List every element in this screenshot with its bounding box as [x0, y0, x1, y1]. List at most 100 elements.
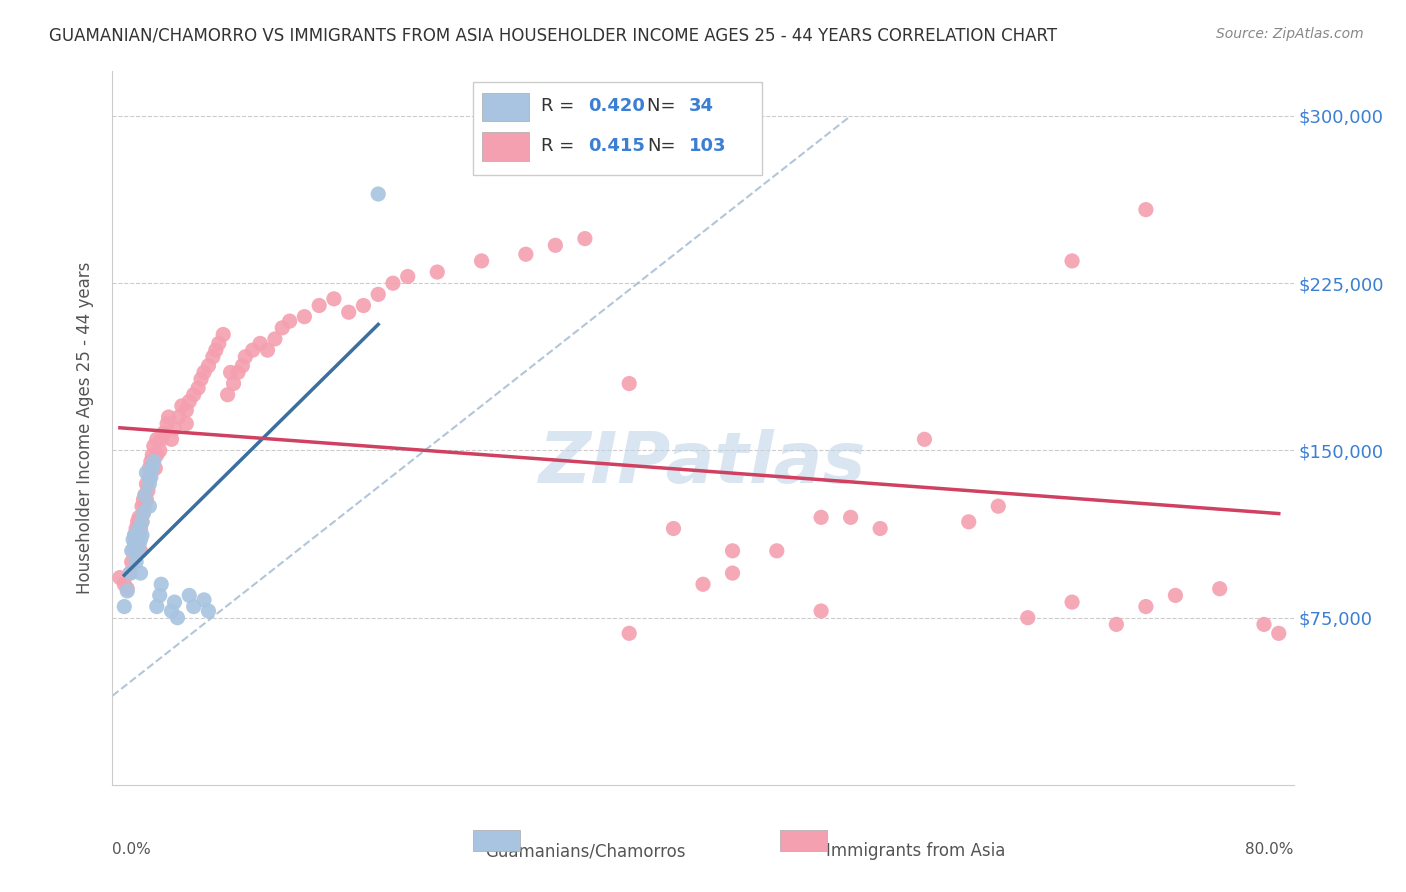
Point — [134, 488, 156, 502]
Text: 0.415: 0.415 — [589, 137, 645, 155]
Text: ZIPatlas: ZIPatlas — [540, 429, 866, 499]
Point — [662, 521, 685, 535]
Point — [1017, 610, 1039, 624]
Point — [515, 247, 537, 261]
Point — [619, 376, 641, 391]
Point — [766, 543, 789, 558]
Point — [957, 515, 980, 529]
Point — [146, 432, 169, 446]
Y-axis label: Householder Income Ages 25 - 44 years: Householder Income Ages 25 - 44 years — [76, 262, 94, 594]
Point — [139, 470, 162, 484]
Point — [134, 500, 156, 514]
Point — [112, 599, 135, 614]
Point — [987, 500, 1010, 514]
Point — [108, 571, 131, 585]
Point — [128, 510, 150, 524]
Point — [692, 577, 714, 591]
Point — [174, 403, 197, 417]
Point — [179, 589, 201, 603]
Point — [142, 455, 165, 469]
Point — [1062, 253, 1084, 268]
Point — [396, 269, 419, 284]
Point — [201, 350, 224, 364]
Point — [125, 533, 148, 547]
Point — [721, 543, 744, 558]
Point — [132, 506, 155, 520]
Point — [197, 359, 219, 373]
Point — [122, 533, 145, 547]
Text: 0.420: 0.420 — [589, 97, 645, 115]
Point — [132, 492, 155, 507]
Point — [810, 510, 832, 524]
Point — [167, 410, 190, 425]
Point — [217, 387, 239, 401]
Point — [179, 394, 201, 409]
Point — [124, 537, 146, 551]
Point — [134, 488, 156, 502]
Point — [112, 577, 135, 591]
Point — [367, 287, 389, 301]
Point — [124, 528, 146, 542]
Point — [117, 582, 138, 596]
FancyBboxPatch shape — [482, 93, 530, 121]
Point — [426, 265, 449, 279]
Point — [129, 521, 152, 535]
Point — [141, 461, 163, 475]
Point — [122, 543, 145, 558]
Point — [1253, 617, 1275, 632]
Point — [153, 425, 176, 440]
Point — [190, 372, 212, 386]
Point — [142, 439, 165, 453]
Point — [183, 387, 205, 401]
Point — [127, 537, 149, 551]
Point — [231, 359, 253, 373]
Point — [183, 599, 205, 614]
Point — [226, 366, 249, 380]
Point — [197, 604, 219, 618]
Point — [125, 521, 148, 535]
Point — [127, 543, 149, 558]
Point — [129, 533, 152, 547]
Point — [117, 583, 138, 598]
Point — [146, 599, 169, 614]
Text: Guamanians/Chamorros: Guamanians/Chamorros — [485, 842, 685, 860]
Text: 80.0%: 80.0% — [1246, 842, 1294, 857]
Point — [136, 483, 159, 498]
Point — [323, 292, 346, 306]
Point — [256, 343, 278, 358]
Point — [135, 492, 157, 507]
Point — [139, 455, 162, 469]
Point — [163, 421, 186, 435]
Point — [292, 310, 315, 324]
Point — [131, 515, 153, 529]
Point — [160, 604, 183, 618]
Point — [129, 543, 152, 558]
Point — [337, 305, 360, 319]
Point — [129, 566, 152, 581]
Point — [544, 238, 567, 252]
Text: 103: 103 — [689, 137, 727, 155]
Point — [150, 577, 173, 591]
Point — [143, 461, 166, 475]
Point — [193, 366, 215, 380]
Text: N=: N= — [648, 97, 682, 115]
Text: Source: ZipAtlas.com: Source: ZipAtlas.com — [1216, 27, 1364, 41]
Point — [120, 566, 142, 581]
Point — [839, 510, 862, 524]
Point — [810, 604, 832, 618]
Point — [138, 500, 160, 514]
Point — [1105, 617, 1128, 632]
Point — [470, 253, 494, 268]
Point — [131, 515, 153, 529]
Point — [367, 187, 389, 202]
Point — [166, 610, 188, 624]
Point — [128, 521, 150, 535]
Point — [138, 470, 160, 484]
Point — [125, 555, 148, 569]
FancyBboxPatch shape — [472, 82, 762, 175]
Point — [233, 350, 256, 364]
Point — [131, 528, 153, 542]
Point — [222, 376, 245, 391]
Point — [150, 432, 173, 446]
Point — [163, 595, 186, 609]
